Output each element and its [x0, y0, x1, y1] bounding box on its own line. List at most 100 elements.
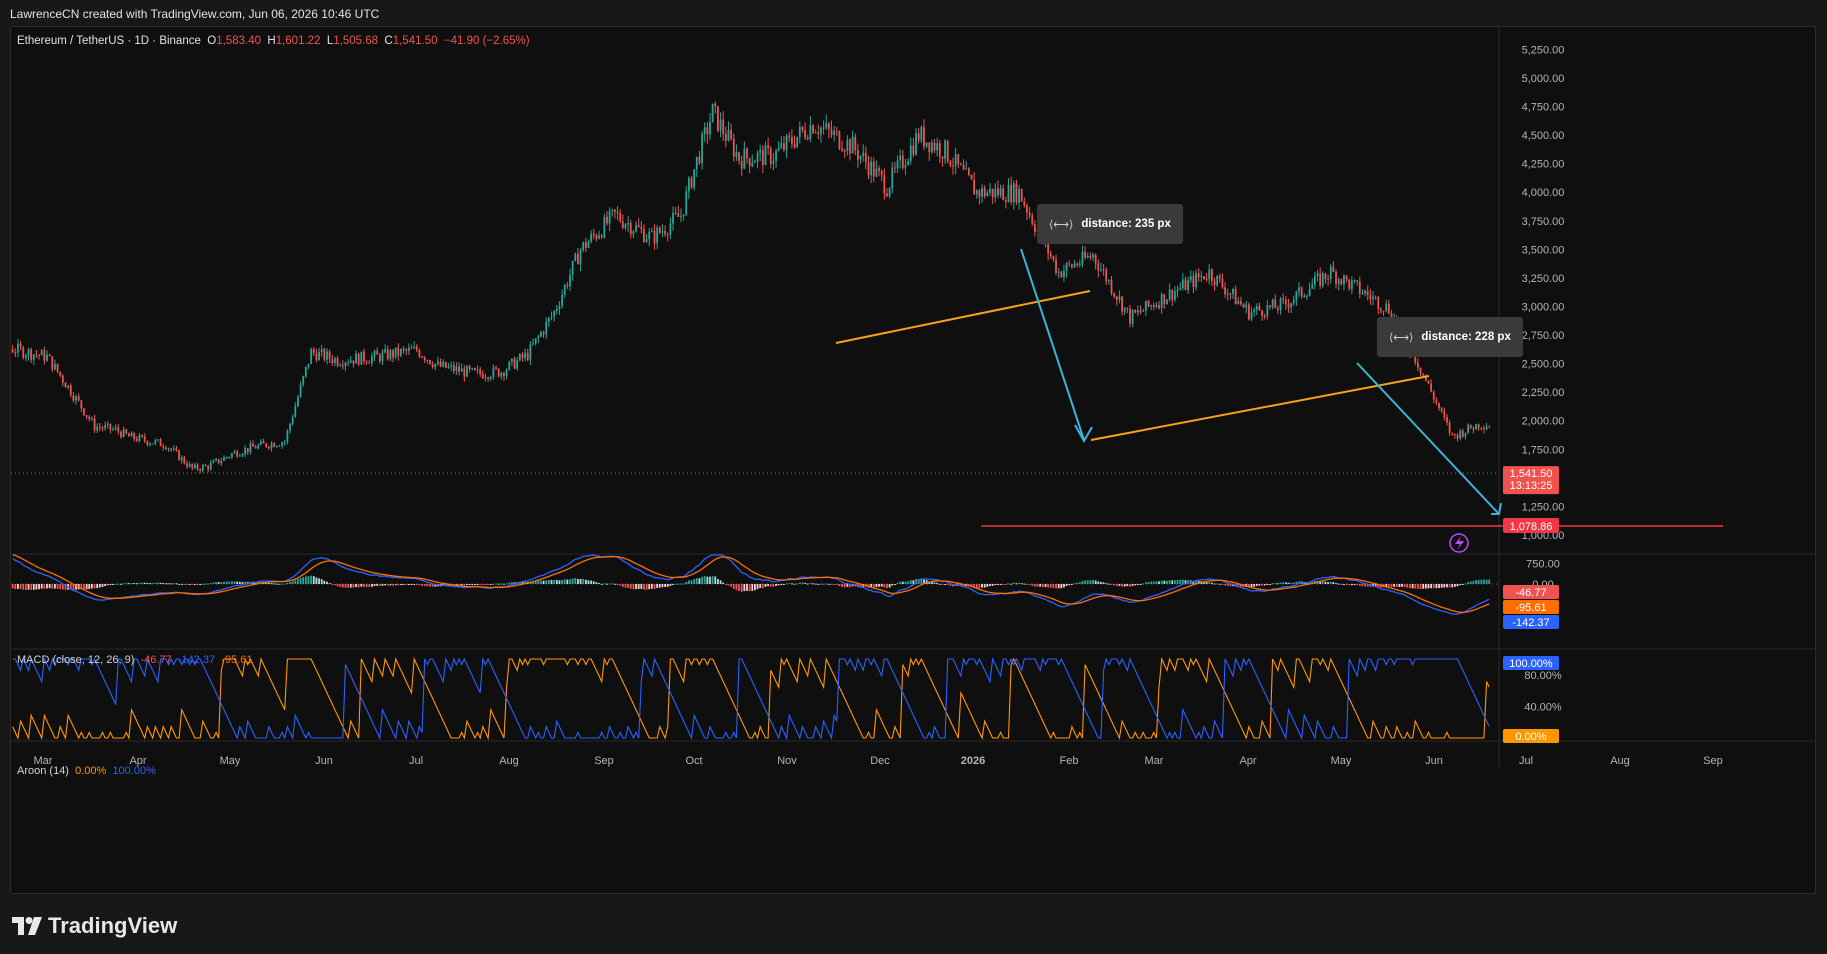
- macd-histogram-bar: [1012, 582, 1015, 584]
- macd-histogram-bar: [56, 584, 59, 589]
- chart-svg[interactable]: 5,250.00 5,000.00 4,750.00 4,500.00 4,250.00…: [11, 27, 1817, 895]
- candle-body: [80, 400, 83, 409]
- macd-histogram-bar: [960, 584, 962, 587]
- candle-body: [363, 351, 365, 362]
- macd-histogram-bar: [983, 584, 986, 588]
- macd-histogram-bar: [801, 582, 804, 584]
- macd-histogram-bar: [1150, 581, 1153, 584]
- candle-body: [257, 444, 260, 449]
- macd-histogram-bar: [1472, 580, 1475, 584]
- macd-histogram-bar: [806, 583, 809, 585]
- macd-histogram-bar: [1134, 584, 1137, 586]
- macd-histogram-bar: [1057, 584, 1060, 589]
- candle-body: [534, 338, 537, 344]
- macd-histogram-bar: [238, 581, 241, 584]
- candle-body: [1179, 287, 1182, 290]
- macd-histogram-bar: [481, 584, 484, 585]
- macd-histogram-bar: [777, 584, 780, 586]
- macd-histogram-bar: [944, 584, 946, 585]
- tradingview-logo[interactable]: TradingView: [12, 913, 177, 939]
- macd-histogram-bar: [429, 584, 431, 587]
- candle-body: [619, 213, 622, 222]
- macd-histogram-bar: [1329, 581, 1332, 584]
- candle-body: [51, 356, 54, 370]
- macd-histogram-bar: [246, 581, 249, 584]
- macd-histogram-bar: [1398, 584, 1401, 588]
- macd-histogram-bar: [1453, 584, 1456, 587]
- candle-body: [312, 349, 315, 354]
- macd-histogram-bar: [270, 583, 273, 585]
- candle-body: [413, 346, 416, 349]
- macd-histogram-bar: [30, 584, 33, 590]
- time-axis-label: 2026: [961, 755, 985, 767]
- candle-body: [1028, 212, 1031, 216]
- candle-body: [1419, 367, 1422, 374]
- candle-body: [423, 357, 426, 361]
- candle-body: [447, 366, 450, 368]
- macd-histogram-bar: [1139, 584, 1142, 585]
- candle-body: [973, 179, 976, 195]
- candle-body: [994, 188, 997, 198]
- macd-histogram-bar: [640, 584, 643, 589]
- candle-body: [1435, 399, 1438, 403]
- macd-histogram-bar: [117, 583, 120, 585]
- macd-histogram-bar: [415, 584, 418, 585]
- macd-histogram-bar: [474, 584, 476, 585]
- macd-histogram-bar: [1208, 581, 1211, 584]
- macd-histogram-bar: [1485, 579, 1488, 584]
- symbol-title: Ethereum / TetherUS · 1D · Binance: [17, 35, 201, 47]
- macd-histogram-bar: [106, 584, 109, 586]
- macd-histogram-bar: [1229, 584, 1232, 587]
- price-tick-label: 2,750.00: [1522, 330, 1565, 342]
- macd-histogram-bar: [294, 580, 297, 584]
- candle-body: [627, 222, 630, 225]
- candle-body: [1327, 278, 1330, 280]
- candle-body: [1226, 293, 1229, 295]
- candle-body: [711, 103, 714, 123]
- candle-body: [476, 369, 479, 371]
- aroon-legend[interactable]: Aroon (14) 0.00% 100.00%: [17, 765, 156, 777]
- candle-body: [775, 150, 777, 161]
- macd-histogram-bar: [574, 578, 577, 584]
- macd-line: [12, 554, 1490, 615]
- candle-body: [550, 316, 553, 318]
- macd-histogram-bar: [175, 583, 178, 585]
- macd-histogram-bar: [1060, 584, 1063, 589]
- macd-histogram-bar: [600, 583, 603, 585]
- candle-body: [56, 363, 59, 372]
- candle-body: [93, 418, 96, 431]
- macd-signal-value: -95.61: [221, 654, 253, 666]
- macd-histogram-bar: [297, 579, 299, 584]
- macd-histogram-bar: [188, 584, 191, 585]
- candle-body: [933, 142, 936, 151]
- candle-body: [891, 167, 894, 189]
- candle-body: [231, 453, 233, 458]
- candle-body: [849, 139, 851, 154]
- candle-body: [1034, 224, 1036, 232]
- candle-body: [1107, 280, 1110, 282]
- candle-body: [600, 235, 603, 238]
- candle-body: [944, 140, 946, 159]
- candle-body: [899, 155, 902, 161]
- candle-body: [574, 253, 577, 261]
- candle-body: [400, 349, 402, 356]
- chart-area[interactable]: 5,250.00 5,000.00 4,750.00 4,500.00 4,250.00…: [10, 26, 1817, 895]
- candle-body: [1081, 251, 1084, 264]
- candle-body: [1432, 391, 1435, 400]
- candle-body: [643, 228, 645, 242]
- candle-body: [735, 152, 738, 157]
- candle-body: [1269, 305, 1271, 307]
- candle-body: [357, 353, 360, 365]
- macd-histogram-bar: [1218, 583, 1221, 585]
- macd-histogram-bar: [1345, 584, 1348, 585]
- candle-body: [429, 359, 431, 365]
- macd-histogram-bar: [275, 583, 278, 585]
- macd-histogram-bar: [603, 583, 606, 585]
- macd-histogram-bar: [88, 584, 91, 590]
- macd-legend[interactable]: MACD (close, 12, 26, 9) -46.77 -142.37 -…: [17, 654, 252, 666]
- macd-histogram-bar: [344, 584, 347, 588]
- candle-body: [1340, 279, 1343, 285]
- candle-body: [503, 372, 505, 377]
- candle-body: [957, 154, 960, 165]
- candle-body: [1292, 300, 1295, 304]
